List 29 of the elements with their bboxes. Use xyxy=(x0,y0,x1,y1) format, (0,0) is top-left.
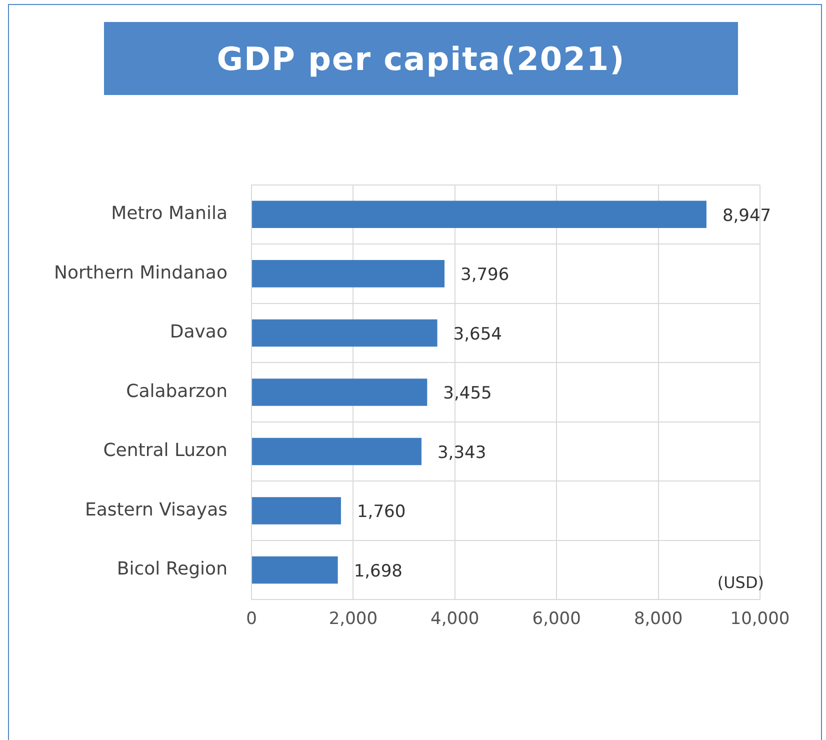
x-tick-label: 0 xyxy=(246,609,257,630)
x-tick-label: 8,000 xyxy=(634,609,683,630)
annotation: (USD) xyxy=(717,572,764,592)
data-label: 1,760 xyxy=(356,502,406,522)
bar xyxy=(252,497,341,524)
y-tick-label: Metro Manila xyxy=(111,203,228,224)
data-label: 3,343 xyxy=(437,442,486,463)
y-tick-label: Davao xyxy=(170,322,228,343)
bar xyxy=(252,438,422,466)
data-label: 3,455 xyxy=(443,384,492,404)
x-tick-label: 6,000 xyxy=(532,609,581,630)
bar xyxy=(252,260,445,288)
y-tick-label: Central Luzon xyxy=(103,440,228,462)
y-tick-label: Northern Mindanao xyxy=(54,262,228,284)
x-tick-label: 4,000 xyxy=(430,609,480,630)
x-tick-label: 10,000 xyxy=(730,609,790,630)
bar xyxy=(252,319,438,347)
chart-title: GDP per capita(2021) xyxy=(104,22,738,95)
data-label: 3,654 xyxy=(453,324,502,344)
data-label: 1,698 xyxy=(354,561,402,582)
bar xyxy=(252,200,706,228)
bar xyxy=(252,378,428,406)
bar xyxy=(252,556,338,584)
y-tick-label: Eastern Visayas xyxy=(84,499,228,520)
data-label: 8,947 xyxy=(722,206,772,226)
y-tick-label: Bicol Region xyxy=(116,558,228,580)
x-tick-label: 2,000 xyxy=(328,609,378,630)
data-label: 3,796 xyxy=(460,265,510,286)
y-tick-label: Calabarzon xyxy=(126,380,228,402)
